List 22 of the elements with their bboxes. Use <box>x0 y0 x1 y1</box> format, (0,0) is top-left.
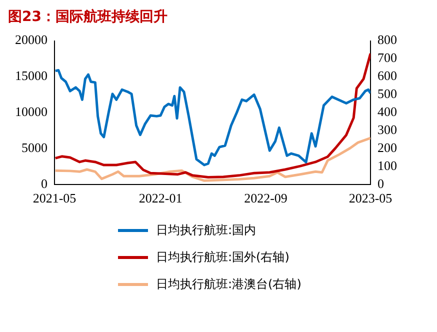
legend-label: 日均执行航班:港澳台(右轴) <box>156 276 302 293</box>
y2-tick-label: 600 <box>378 68 397 84</box>
y2-tick-label: 400 <box>378 104 397 120</box>
y2-tick-label: 100 <box>378 158 397 173</box>
chart-title: 图23：国际航班持续回升 <box>8 8 168 26</box>
y2-tick-label: 0 <box>378 176 384 191</box>
y2-tick-label: 300 <box>378 122 397 137</box>
y-tick-label: 5000 <box>22 140 48 155</box>
y2-tick-label: 800 <box>378 32 397 48</box>
y2-tick-label: 700 <box>378 50 397 66</box>
y2-tick-label: 500 <box>378 86 397 102</box>
y-tick-label: 15000 <box>15 68 48 84</box>
legend-label: 日均执行航班:国外(右轴) <box>156 249 290 266</box>
legend-label: 日均执行航班:国内 <box>156 222 256 239</box>
y-tick-label: 20000 <box>15 32 48 48</box>
x-tick-label: 2021-05 <box>32 190 76 206</box>
y-tick-label: 0 <box>41 176 48 191</box>
x-tick-label: 2022-01 <box>138 190 182 206</box>
x-tick-label: 2022-09 <box>244 190 288 206</box>
y2-tick-label: 200 <box>378 140 397 155</box>
x-tick-label: 2023-05 <box>348 190 392 206</box>
y-tick-label: 10000 <box>15 104 48 120</box>
